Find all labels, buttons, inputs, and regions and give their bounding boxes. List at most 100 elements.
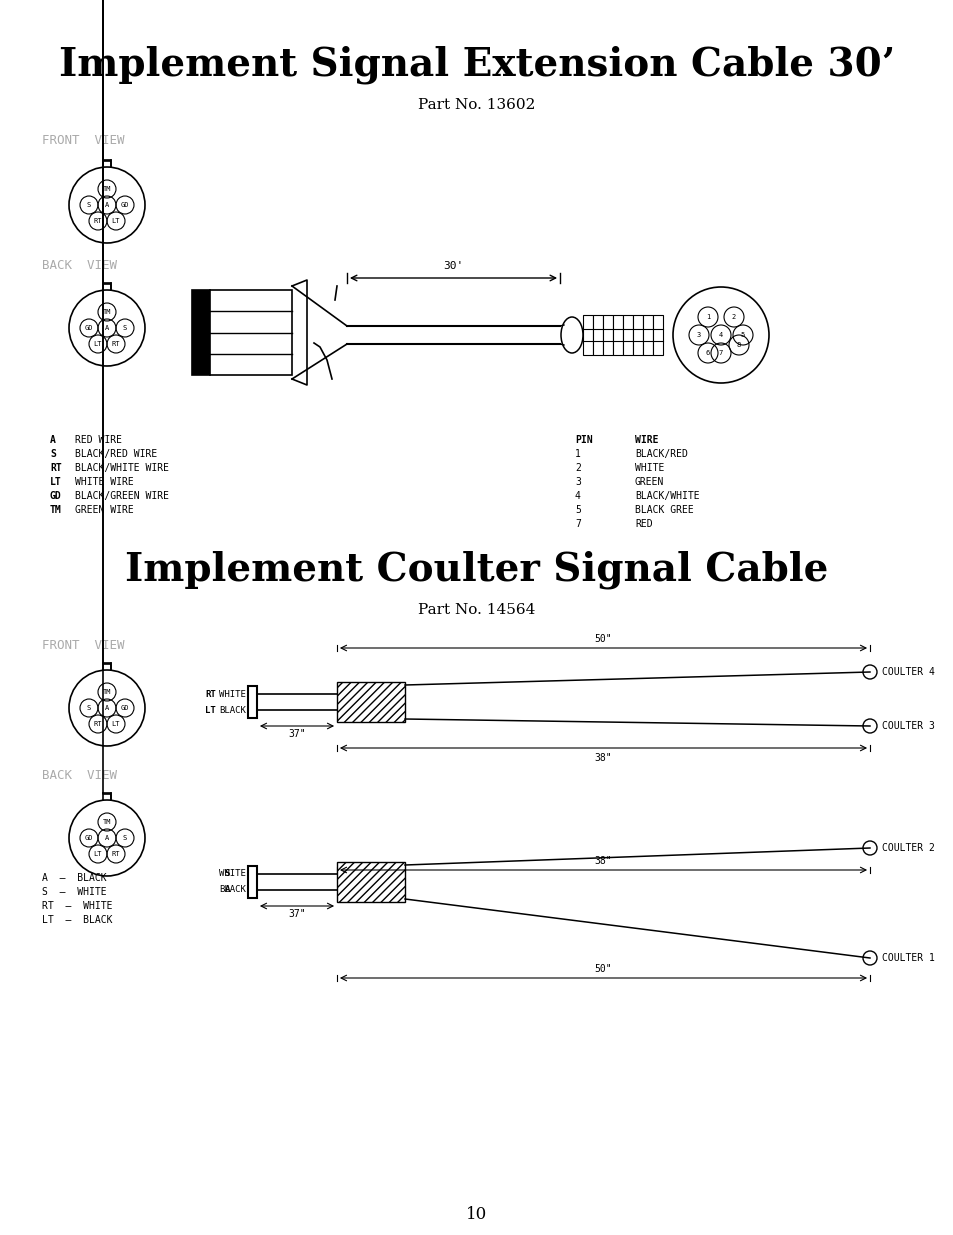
Text: S: S: [123, 325, 127, 331]
Text: 50": 50": [594, 965, 612, 974]
Text: GREEN: GREEN: [635, 477, 663, 487]
Text: A: A: [105, 325, 109, 331]
Text: LT: LT: [205, 705, 215, 715]
Bar: [336, 682, 405, 722]
Text: A: A: [224, 885, 230, 894]
Text: 4: 4: [575, 492, 580, 501]
Bar: [192, 290, 210, 375]
Text: GD: GD: [121, 705, 129, 711]
Text: GREEN WIRE: GREEN WIRE: [75, 505, 133, 515]
Text: BLACK/RED WIRE: BLACK/RED WIRE: [75, 450, 157, 459]
Text: 38": 38": [594, 753, 612, 763]
Text: BLACK/WHITE WIRE: BLACK/WHITE WIRE: [75, 463, 169, 473]
Text: 3: 3: [575, 477, 580, 487]
Text: RT: RT: [112, 851, 120, 857]
Text: 8: 8: [736, 342, 740, 348]
Text: PIN: PIN: [575, 435, 592, 445]
Text: Implement Signal Extension Cable 30’: Implement Signal Extension Cable 30’: [59, 46, 894, 84]
Text: 30': 30': [443, 261, 463, 270]
Text: 7: 7: [575, 519, 580, 529]
Text: RT: RT: [112, 341, 120, 347]
Text: Part No. 13602: Part No. 13602: [417, 98, 536, 112]
Text: 5: 5: [740, 332, 744, 338]
Text: S: S: [224, 869, 230, 878]
Text: GD: GD: [50, 492, 62, 501]
Text: BACK  VIEW: BACK VIEW: [42, 258, 117, 272]
Text: 6: 6: [705, 350, 709, 356]
Text: WHITE: WHITE: [219, 689, 246, 699]
Text: RT: RT: [93, 721, 102, 727]
Bar: [633, 315, 642, 354]
Text: GD: GD: [121, 203, 129, 207]
Text: Part No. 14564: Part No. 14564: [417, 603, 536, 618]
Text: BACK  VIEW: BACK VIEW: [42, 768, 117, 782]
Text: FRONT  VIEW: FRONT VIEW: [42, 638, 125, 652]
Text: 38": 38": [594, 856, 612, 866]
Text: COULTER 3: COULTER 3: [882, 721, 934, 731]
Text: A: A: [105, 705, 109, 711]
Text: GD: GD: [85, 835, 93, 841]
Text: 10: 10: [466, 1207, 487, 1224]
Text: TM: TM: [103, 186, 112, 191]
Text: COULTER 1: COULTER 1: [882, 953, 934, 963]
Text: TM: TM: [103, 819, 112, 825]
Bar: [248, 866, 256, 898]
Bar: [336, 862, 405, 902]
Text: 5: 5: [575, 505, 580, 515]
Text: LT  –  BLACK: LT – BLACK: [42, 915, 112, 925]
Text: A: A: [105, 835, 109, 841]
Text: WIRE: WIRE: [635, 435, 658, 445]
Text: TM: TM: [103, 309, 112, 315]
Text: COULTER 4: COULTER 4: [882, 667, 934, 677]
Text: LT: LT: [93, 851, 102, 857]
Text: S: S: [123, 835, 127, 841]
Bar: [593, 315, 602, 354]
Text: A: A: [50, 435, 56, 445]
Text: 2: 2: [731, 314, 736, 320]
Text: TM: TM: [50, 505, 62, 515]
Bar: [642, 315, 652, 354]
Bar: [652, 315, 662, 354]
Text: 50": 50": [594, 634, 612, 643]
Text: BLACK GREE: BLACK GREE: [635, 505, 693, 515]
Text: 4: 4: [719, 332, 722, 338]
Text: A: A: [105, 203, 109, 207]
Text: BLACK: BLACK: [219, 885, 246, 894]
Bar: [622, 315, 633, 354]
Text: RT: RT: [93, 219, 102, 224]
Text: RED WIRE: RED WIRE: [75, 435, 122, 445]
Text: RT: RT: [50, 463, 62, 473]
Text: WHITE: WHITE: [219, 869, 246, 878]
Text: RT: RT: [205, 689, 215, 699]
Text: RED: RED: [635, 519, 652, 529]
Text: 1: 1: [705, 314, 709, 320]
Text: Implement Coulter Signal Cable: Implement Coulter Signal Cable: [125, 551, 828, 589]
Text: BLACK/RED: BLACK/RED: [635, 450, 687, 459]
Text: RT  –  WHITE: RT – WHITE: [42, 902, 112, 911]
Text: WHITE WIRE: WHITE WIRE: [75, 477, 133, 487]
Bar: [248, 685, 256, 718]
Text: BLACK: BLACK: [219, 705, 246, 715]
Bar: [613, 315, 622, 354]
Bar: [582, 315, 593, 354]
Text: 37": 37": [288, 729, 306, 739]
Text: LT: LT: [50, 477, 62, 487]
Text: LT: LT: [93, 341, 102, 347]
Text: BLACK/WHITE: BLACK/WHITE: [635, 492, 699, 501]
Text: LT: LT: [112, 219, 120, 224]
Text: FRONT  VIEW: FRONT VIEW: [42, 133, 125, 147]
Text: 7: 7: [719, 350, 722, 356]
Text: BLACK/GREEN WIRE: BLACK/GREEN WIRE: [75, 492, 169, 501]
Text: TM: TM: [103, 689, 112, 695]
Text: COULTER 2: COULTER 2: [882, 844, 934, 853]
Bar: [602, 315, 613, 354]
Text: 2: 2: [575, 463, 580, 473]
Text: S: S: [87, 203, 91, 207]
Text: S: S: [50, 450, 56, 459]
Text: WHITE: WHITE: [635, 463, 663, 473]
Bar: [210, 290, 292, 375]
Text: 37": 37": [288, 909, 306, 919]
Text: LT: LT: [112, 721, 120, 727]
Text: 3: 3: [696, 332, 700, 338]
Text: S  –  WHITE: S – WHITE: [42, 887, 107, 897]
